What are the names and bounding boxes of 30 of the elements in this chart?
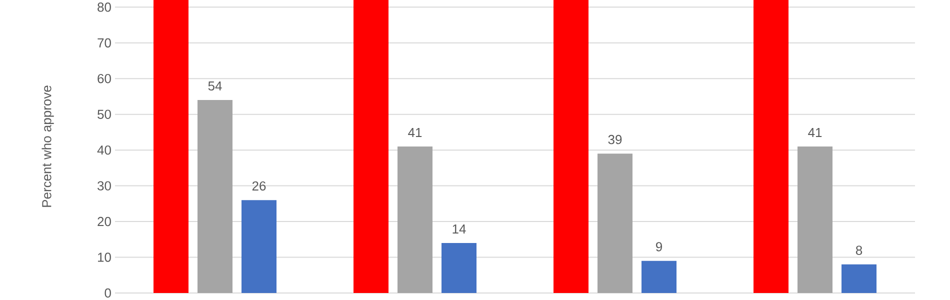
bar: [842, 264, 877, 293]
data-label: 9: [656, 242, 662, 252]
y-tick-label: 0: [104, 288, 111, 298]
bar: [398, 146, 433, 293]
bar: [798, 146, 833, 293]
data-label: 26: [252, 181, 266, 191]
data-label: 41: [808, 128, 822, 137]
bar: [242, 200, 277, 293]
bar: [154, 0, 188, 293]
y-tick-label: 20: [98, 216, 111, 226]
bar: [598, 154, 633, 293]
data-label: 54: [208, 81, 222, 91]
data-label: 14: [452, 224, 466, 234]
y-tick-label: 50: [98, 110, 111, 119]
data-label: 41: [408, 128, 422, 137]
bar: [198, 100, 233, 293]
bar: [642, 260, 677, 293]
data-label: 39: [608, 134, 622, 144]
y-tick-label: 30: [98, 181, 111, 190]
y-axis-title: Percent who approve: [42, 86, 54, 207]
y-tick-label: 70: [98, 38, 111, 48]
bar: [354, 0, 389, 293]
data-label: 8: [856, 246, 862, 255]
bar: [554, 0, 589, 293]
y-tick-label: 10: [98, 252, 111, 262]
bar: [442, 242, 477, 293]
y-tick-label: 60: [98, 74, 111, 84]
bar: [754, 0, 789, 293]
y-tick-label: 80: [98, 2, 111, 12]
y-tick-label: 40: [97, 145, 111, 155]
